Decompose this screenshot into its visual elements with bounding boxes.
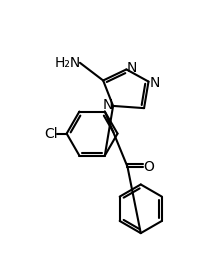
Text: N: N — [149, 76, 160, 90]
Text: H₂N: H₂N — [55, 56, 81, 70]
Text: N: N — [127, 61, 137, 75]
Text: N: N — [102, 98, 113, 112]
Text: O: O — [144, 160, 155, 174]
Text: Cl: Cl — [44, 127, 58, 140]
